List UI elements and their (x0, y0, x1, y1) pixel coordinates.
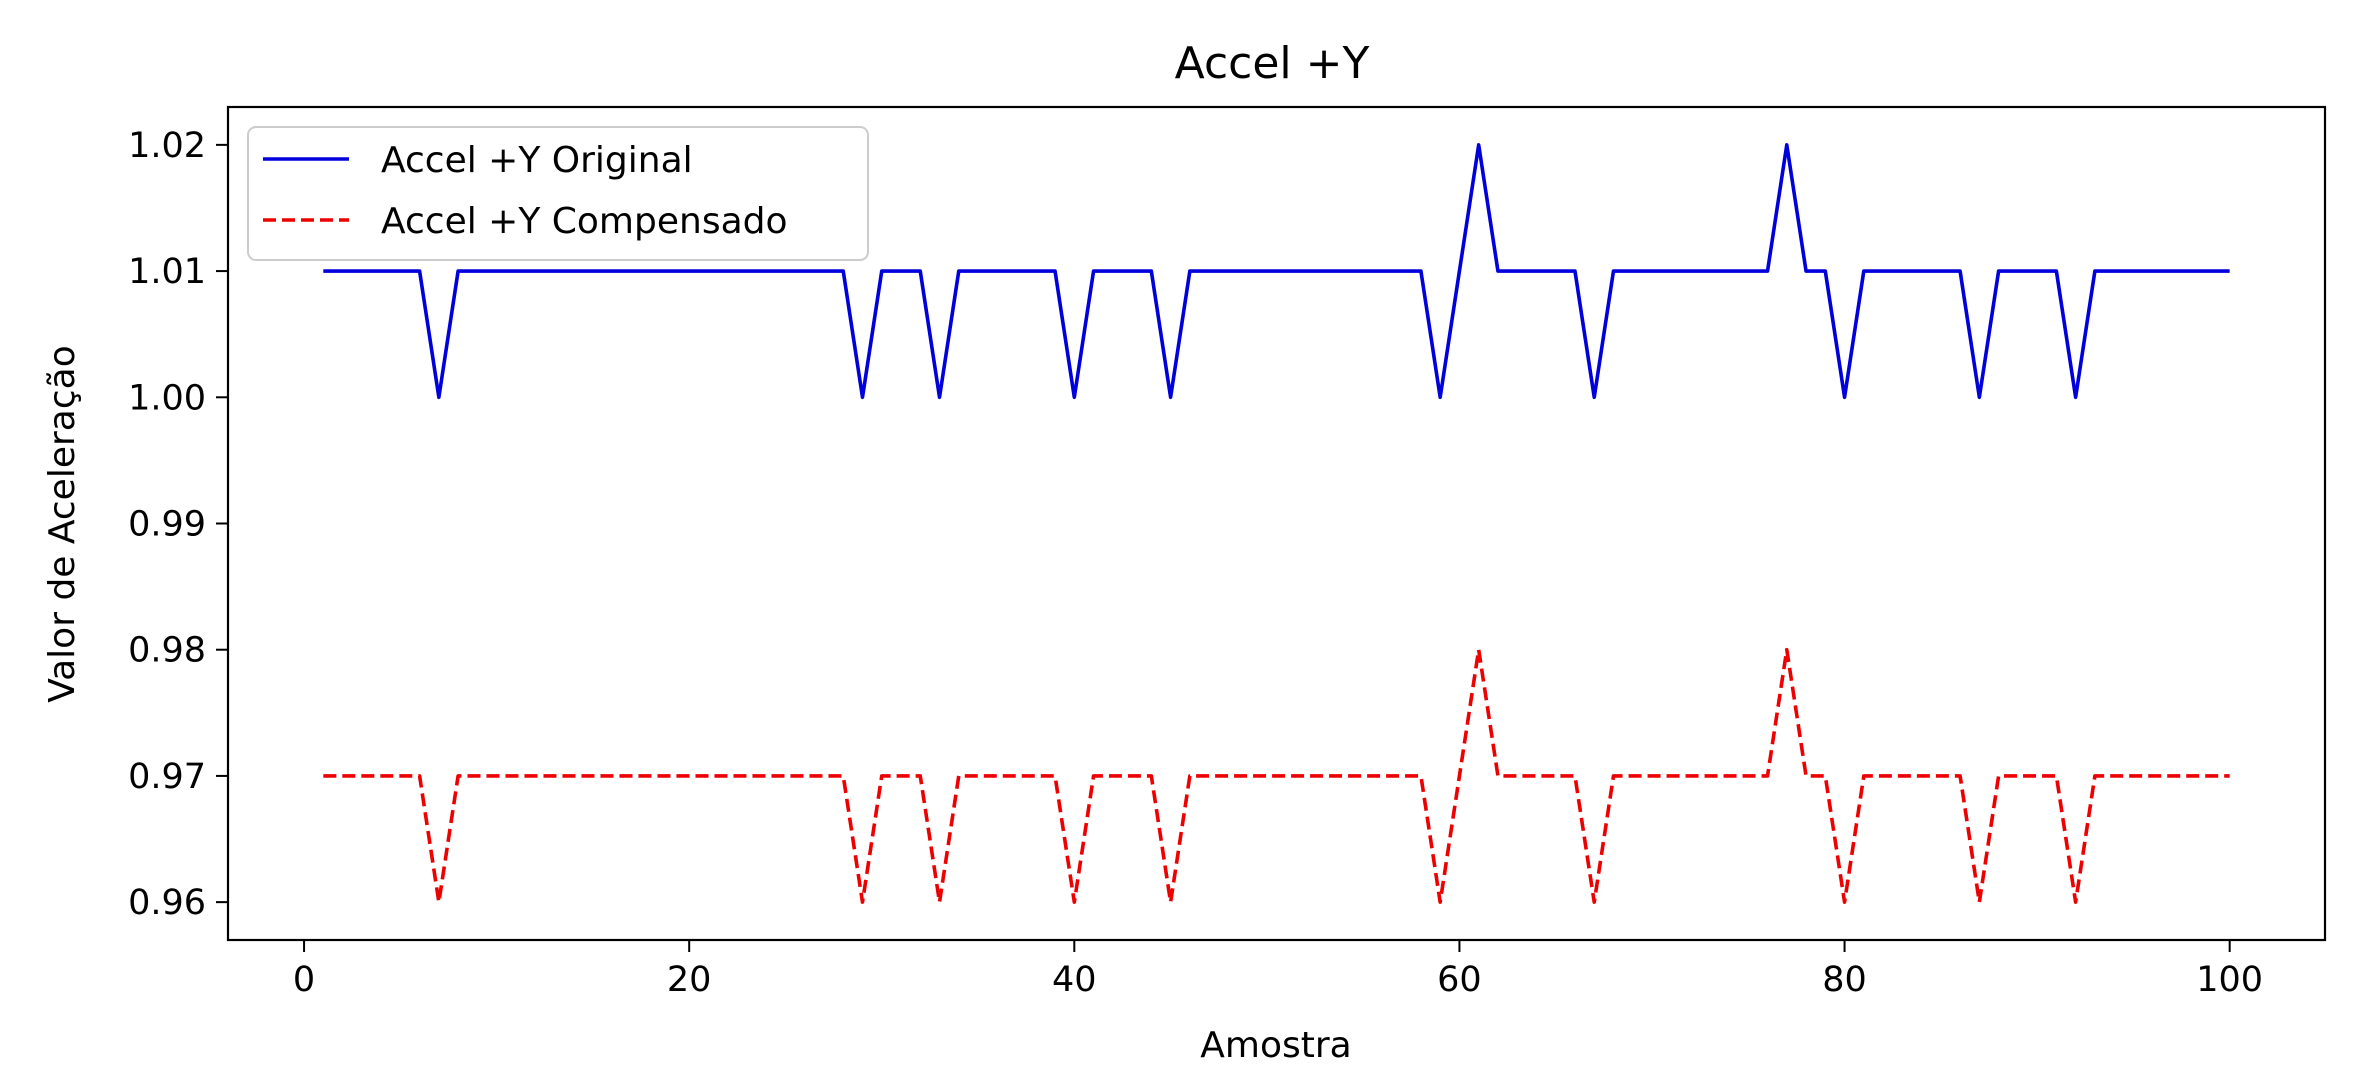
chart-title: Accel +Y (1175, 38, 1370, 89)
x-axis-label: Amostra (1200, 1025, 1351, 1066)
legend-label-compensado: Accel +Y Compensado (381, 201, 788, 242)
y-tick-label: 0.97 (128, 757, 206, 797)
y-axis-ticks: 0.96 0.97 0.98 0.99 1.00 1.01 1.02 (128, 126, 228, 923)
y-axis-label: Valor de Aceleração (42, 345, 83, 702)
x-tick-label: 80 (1822, 960, 1867, 1000)
x-tick-label: 40 (1052, 960, 1097, 1000)
x-tick-label: 0 (293, 960, 315, 1000)
x-axis-ticks: 0 20 40 60 80 100 (293, 940, 2263, 1000)
y-tick-label: 0.99 (128, 505, 206, 545)
series-line-compensado (323, 647, 2230, 904)
legend-label-original: Accel +Y Original (381, 140, 693, 181)
y-tick-label: 1.01 (128, 252, 206, 292)
legend-box (247, 126, 869, 261)
x-tick-label: 100 (2196, 960, 2263, 1000)
series-layer (323, 143, 2230, 904)
plot-frame (226, 105, 2327, 942)
y-tick-label: 1.02 (128, 126, 206, 166)
series-line-original (323, 143, 2230, 400)
x-tick-label: 20 (667, 960, 712, 1000)
y-tick-label: 0.98 (128, 631, 206, 671)
legend: Accel +Y Original Accel +Y Compensado (247, 126, 869, 261)
y-tick-label: 1.00 (128, 378, 206, 418)
y-tick-label: 0.96 (128, 883, 206, 923)
x-tick-label: 60 (1437, 960, 1482, 1000)
